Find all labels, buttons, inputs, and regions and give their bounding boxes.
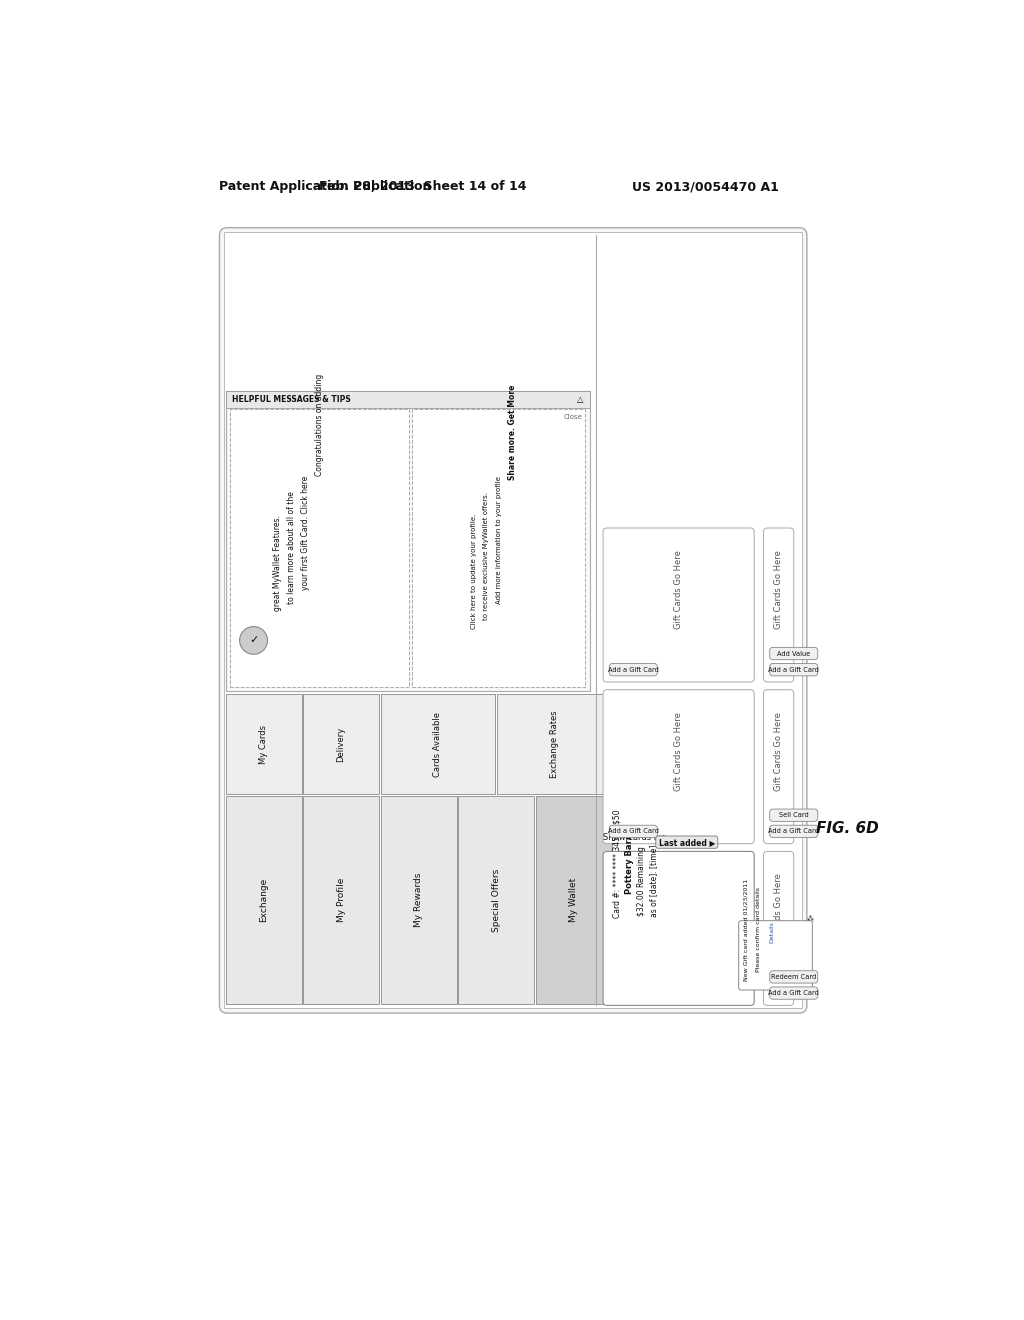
FancyBboxPatch shape <box>764 528 794 682</box>
Text: Please confirm card details: Please confirm card details <box>756 887 761 973</box>
Text: Patent Application Publication: Patent Application Publication <box>219 181 432 194</box>
Text: Gift Cards Go Here: Gift Cards Go Here <box>674 550 683 630</box>
Bar <box>303 796 379 1003</box>
FancyBboxPatch shape <box>770 987 818 999</box>
Bar <box>303 694 379 795</box>
Text: Add a Gift Card: Add a Gift Card <box>768 667 819 673</box>
Bar <box>225 694 302 795</box>
Bar <box>458 796 535 1003</box>
Text: Add a Gift Card: Add a Gift Card <box>768 990 819 997</box>
Text: Gift Cards Go Here: Gift Cards Go Here <box>774 550 783 630</box>
Text: Gift Cards Go Here: Gift Cards Go Here <box>774 711 783 791</box>
Text: ⁂: ⁂ <box>807 916 814 923</box>
Text: Gift Cards Go Here: Gift Cards Go Here <box>674 711 683 791</box>
Text: Click here to update your profile.: Click here to update your profile. <box>471 513 477 628</box>
Text: ✓: ✓ <box>249 635 258 645</box>
Text: Pottery Barn: Pottery Barn <box>625 833 634 894</box>
Text: Sell Card: Sell Card <box>779 812 809 818</box>
Text: US 2013/0054470 A1: US 2013/0054470 A1 <box>632 181 778 194</box>
Text: New Gift card added 01/23/2011: New Gift card added 01/23/2011 <box>743 879 749 981</box>
Text: Congratulations on adding: Congratulations on adding <box>315 374 324 477</box>
Circle shape <box>240 627 267 655</box>
Bar <box>413 409 586 686</box>
Text: Add a Gift Card: Add a Gift Card <box>608 829 658 834</box>
Text: Details: Details <box>770 921 775 944</box>
Text: HELPFUL MESSAGES & TIPS: HELPFUL MESSAGES & TIPS <box>231 395 350 404</box>
Text: △: △ <box>578 395 584 404</box>
Bar <box>225 391 590 692</box>
FancyBboxPatch shape <box>770 809 818 821</box>
FancyBboxPatch shape <box>738 921 812 990</box>
Text: Share more. Get More: Share more. Get More <box>508 385 517 480</box>
Bar <box>225 796 302 1003</box>
FancyBboxPatch shape <box>609 825 657 838</box>
FancyBboxPatch shape <box>603 689 755 843</box>
FancyBboxPatch shape <box>770 664 818 676</box>
Text: Gift Cards Go Here: Gift Cards Go Here <box>774 874 783 953</box>
FancyBboxPatch shape <box>770 647 818 660</box>
Text: FIG. 6D: FIG. 6D <box>816 821 879 836</box>
Text: Exchange: Exchange <box>259 878 268 923</box>
Bar <box>230 409 409 686</box>
Bar <box>536 796 611 1003</box>
FancyBboxPatch shape <box>770 825 818 838</box>
Text: Feb. 28, 2013  Sheet 14 of 14: Feb. 28, 2013 Sheet 14 of 14 <box>318 181 526 194</box>
FancyBboxPatch shape <box>764 689 794 843</box>
Text: Add a Gift Card: Add a Gift Card <box>608 667 658 673</box>
Text: to learn more about all of the: to learn more about all of the <box>287 491 296 605</box>
FancyBboxPatch shape <box>603 851 755 1006</box>
Text: Special Offers: Special Offers <box>492 869 501 932</box>
FancyBboxPatch shape <box>219 227 807 1014</box>
Text: My Wallet: My Wallet <box>569 878 579 923</box>
Text: Last added ▶: Last added ▶ <box>658 838 715 846</box>
Bar <box>381 796 457 1003</box>
Text: Add more information to your profile: Add more information to your profile <box>496 477 502 605</box>
Text: Add Value: Add Value <box>777 651 810 656</box>
Text: as of [date]. [time]: as of [date]. [time] <box>649 845 658 917</box>
FancyBboxPatch shape <box>655 836 718 849</box>
FancyBboxPatch shape <box>609 664 657 676</box>
Text: My Rewards: My Rewards <box>414 873 423 927</box>
Text: My Profile: My Profile <box>337 878 346 923</box>
Text: Redeem Card: Redeem Card <box>771 974 816 979</box>
Text: Exchange Rates: Exchange Rates <box>550 710 559 779</box>
Bar <box>497 694 611 795</box>
FancyBboxPatch shape <box>770 970 818 983</box>
Bar <box>224 232 802 1008</box>
Text: Cards Available: Cards Available <box>433 711 442 777</box>
Bar <box>225 391 590 408</box>
Text: $32.00 Remaining: $32.00 Remaining <box>637 846 646 916</box>
FancyBboxPatch shape <box>603 528 755 682</box>
Text: Delivery: Delivery <box>337 727 346 762</box>
FancyBboxPatch shape <box>764 851 794 1006</box>
Bar <box>381 694 496 795</box>
Text: Card #: **** **** 3455   $50: Card #: **** **** 3455 $50 <box>612 809 622 917</box>
Text: your first Gift Card. Click here: your first Gift Card. Click here <box>301 475 310 590</box>
Text: Close: Close <box>563 414 583 420</box>
Text: Show cards by:: Show cards by: <box>603 833 667 842</box>
Text: My Cards: My Cards <box>259 725 268 764</box>
Text: Add a Gift Card: Add a Gift Card <box>768 829 819 834</box>
Text: to receive exclusive MyWallet offers.: to receive exclusive MyWallet offers. <box>483 492 489 619</box>
Text: great MyWallet Features.: great MyWallet Features. <box>273 516 282 611</box>
